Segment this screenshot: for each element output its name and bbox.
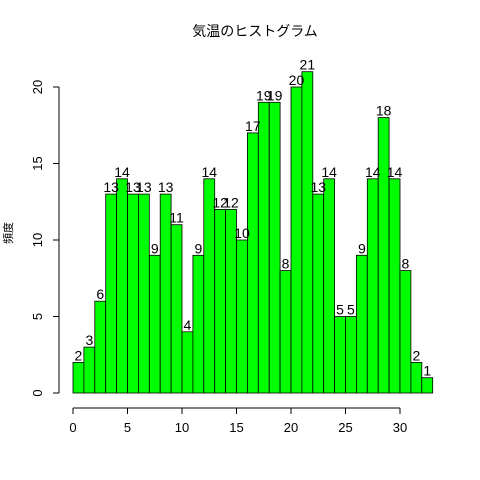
bar-data-label: 19 — [267, 87, 283, 103]
histogram-bar — [356, 255, 367, 393]
histogram-bar — [313, 194, 324, 393]
bar-data-label: 21 — [300, 57, 316, 73]
bar-data-label: 8 — [402, 256, 410, 272]
histogram-bar — [149, 255, 160, 393]
y-tick-label: 0 — [30, 389, 45, 396]
y-tick-label: 10 — [30, 233, 45, 247]
y-tick-label: 5 — [30, 313, 45, 320]
histogram-bar — [411, 362, 422, 393]
y-tick-label: 15 — [30, 156, 45, 170]
histogram-bar — [84, 347, 95, 393]
bar-data-label: 11 — [169, 210, 184, 226]
x-tick-label: 25 — [338, 420, 352, 435]
bar-data-label: 5 — [336, 302, 344, 318]
x-tick-label: 10 — [175, 420, 189, 435]
x-tick-label: 20 — [284, 420, 298, 435]
histogram-bar — [346, 317, 357, 394]
histogram-bar — [193, 255, 204, 393]
bar-data-label: 9 — [358, 240, 366, 256]
bar-data-label: 4 — [184, 317, 192, 333]
histogram-bar — [269, 102, 280, 393]
histogram-bar — [400, 271, 411, 393]
bar-data-label: 13 — [310, 179, 326, 195]
bar-data-label: 13 — [158, 179, 174, 195]
bar-data-label: 10 — [234, 225, 250, 241]
x-tick-label: 15 — [229, 420, 243, 435]
histogram-bar — [95, 301, 106, 393]
histogram-bar — [280, 271, 291, 393]
bar-data-label: 18 — [376, 103, 392, 119]
bar-data-label: 1 — [423, 363, 431, 379]
bar-data-label: 2 — [412, 347, 420, 363]
bar-data-label: 12 — [223, 194, 239, 210]
bar-data-label: 9 — [151, 240, 159, 256]
y-axis: 0 5 10 15 20 — [30, 80, 59, 397]
histogram-bar — [215, 209, 226, 393]
bar-data-label: 14 — [114, 164, 130, 180]
bar-data-label: 13 — [103, 179, 119, 195]
histogram-bar — [204, 179, 215, 393]
histogram-bar — [106, 194, 117, 393]
x-tick-label: 30 — [393, 420, 407, 435]
bar-data-label: 3 — [85, 332, 93, 348]
histogram-bar — [128, 194, 139, 393]
bar-data-label: 17 — [245, 118, 261, 134]
bar-data-label: 8 — [282, 256, 290, 272]
x-tick-label: 5 — [124, 420, 131, 435]
histogram-bar — [117, 179, 128, 393]
histogram-bar — [138, 194, 149, 393]
bar-data-label: 6 — [96, 286, 104, 302]
bar-data-label: 14 — [321, 164, 337, 180]
bar-data-label: 14 — [365, 164, 381, 180]
histogram-bar — [324, 179, 335, 393]
x-axis: 0 5 10 15 20 25 30 — [69, 408, 407, 435]
bar-data-label: 2 — [75, 347, 83, 363]
bar-data-label: 9 — [194, 240, 202, 256]
histogram-bar — [422, 378, 433, 393]
histogram-bar — [73, 362, 84, 393]
histogram-bar — [378, 118, 389, 393]
histogram-bar — [367, 179, 378, 393]
bar-data-label: 20 — [289, 72, 305, 88]
histogram-bar — [258, 102, 269, 393]
histogram-bar — [389, 179, 400, 393]
x-tick-label: 0 — [69, 420, 76, 435]
histogram-bar — [302, 72, 313, 393]
histogram-bar — [237, 240, 248, 393]
bar-data-label: 14 — [387, 164, 403, 180]
bar-data-label: 13 — [136, 179, 152, 195]
histogram-bar — [171, 225, 182, 393]
bar-data-label: 5 — [347, 302, 355, 318]
histogram-bar — [247, 133, 258, 393]
histogram-bar — [291, 87, 302, 393]
bar-data-label: 14 — [201, 164, 217, 180]
chart-title: 気温のヒストグラム — [192, 24, 318, 40]
histogram-bar — [182, 332, 193, 393]
y-tick-label: 20 — [30, 80, 45, 94]
y-axis-label: 頻度 — [1, 222, 15, 244]
histogram-bar — [335, 317, 346, 394]
